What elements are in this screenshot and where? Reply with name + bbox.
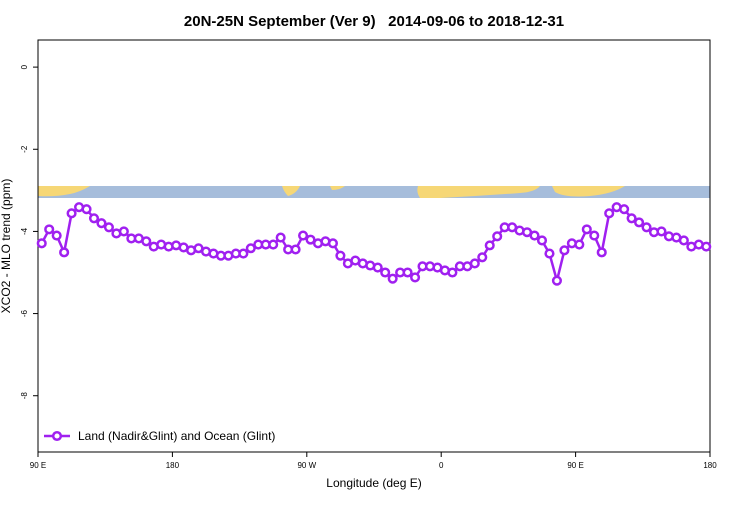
point [118,226,129,237]
y-tick-label: -8 [20,392,29,400]
point [589,230,600,241]
point [581,224,592,235]
point [596,247,607,258]
point [103,222,114,233]
point [327,238,338,249]
y-tick-label: -6 [20,309,29,317]
point [245,243,256,254]
point [44,224,55,235]
point [36,238,47,249]
chart-title: 20N-25N September (Ver 9) 2014-09-06 to … [184,13,564,30]
point [88,213,100,224]
point [275,232,286,243]
point [492,231,503,242]
point [484,240,495,251]
x-axis-label: Longitude (deg E) [326,476,421,490]
point [544,248,555,259]
point [410,272,421,283]
point [701,241,712,252]
point [268,239,279,250]
point [477,252,488,263]
point [51,230,62,241]
point [298,230,309,241]
point [59,247,70,258]
point [469,258,480,269]
point [447,267,458,278]
point [678,235,689,246]
y-tick-label: -2 [20,145,29,153]
x-tick-label: 90 E [567,461,583,470]
x-tick-label: 0 [439,461,444,470]
point [641,222,652,233]
point [619,204,630,215]
point [66,208,77,219]
point [634,217,645,228]
point [380,267,391,278]
point [335,250,346,261]
point [551,275,562,286]
x-tick-label: 90 E [30,461,46,470]
point [96,218,107,229]
legend-label: Land (Nadir&Glint) and Ocean (Glint) [78,429,275,443]
point [372,262,383,273]
y-tick-label: -4 [20,227,29,235]
y-tick-label: 0 [20,64,29,69]
y-axis-label: XCO2 - MLO trend (ppm) [0,179,13,314]
x-tick-label: 180 [703,461,717,470]
legend-marker [51,430,63,442]
point [529,230,540,241]
plot-frame [37,39,711,453]
point [574,239,585,250]
x-tick-label: 180 [166,461,180,470]
point [141,236,152,247]
point [604,208,615,219]
x-tick-label: 90 W [297,461,316,470]
point [81,204,92,215]
map-strip [38,186,710,198]
point [387,273,398,284]
point [238,248,249,259]
point [626,213,637,224]
point [290,244,301,255]
point [305,234,316,245]
point [536,235,548,246]
point [656,226,667,237]
point [559,245,570,256]
point [402,267,413,278]
